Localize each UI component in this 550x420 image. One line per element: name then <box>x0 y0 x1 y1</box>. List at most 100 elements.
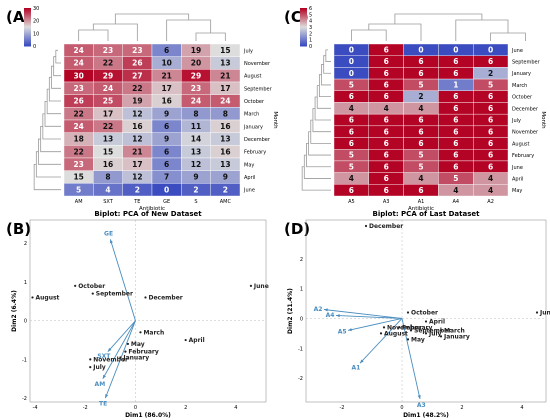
column-dendrogram-branch <box>351 29 387 41</box>
colorbar-segment <box>300 31 307 34</box>
row-dendrogram-branch <box>316 85 331 109</box>
heatmap-cell-value: 24 <box>73 46 83 55</box>
heatmap-cell-value: 6 <box>453 92 458 101</box>
heatmap-cell-value: 6 <box>418 57 423 66</box>
score-point <box>139 331 142 334</box>
x-tick-label: -2 <box>83 405 88 411</box>
heatmap-cell-value: 6 <box>488 57 493 66</box>
heatmap-cell-value: 13 <box>103 135 113 144</box>
colorbar-segment <box>300 25 307 27</box>
row-tick-label: September <box>512 60 541 66</box>
heatmap-cell-value: 6 <box>384 127 389 136</box>
loading-vector-label: A3 <box>417 402 426 409</box>
score-point-label: October <box>411 309 438 316</box>
colorbar-segment <box>24 30 31 33</box>
heatmap-cell-value: 6 <box>384 162 389 171</box>
heatmap-cell-value: 2 <box>223 185 228 194</box>
score-point-label: May <box>411 336 425 343</box>
colorbar-segment <box>24 15 31 18</box>
heatmap-cell-value: 5 <box>76 185 81 194</box>
column-dendrogram-branch <box>455 19 509 41</box>
score-point-label: September <box>414 327 451 334</box>
y-axis-label: Dim2 (21.4%) <box>287 288 294 334</box>
column-dendrogram-branch <box>114 13 190 24</box>
score-point <box>364 224 368 228</box>
heatmap-cell-value: 9 <box>193 173 198 182</box>
heatmap-cell-value: 21 <box>132 147 142 156</box>
score-point <box>249 284 253 287</box>
heatmap-cell-value: 6 <box>418 69 423 78</box>
colorbar-tick: 3 <box>309 25 312 31</box>
heatmap-cell-value: 6 <box>488 104 493 113</box>
chart-title: Biplot: PCA of New Dataset <box>94 210 202 218</box>
heatmap-cell-value: 6 <box>453 139 458 148</box>
row-tick-label: May <box>244 162 254 168</box>
heatmap-cell-value: 4 <box>488 186 493 195</box>
row-tick-label: October <box>244 99 265 105</box>
heatmap-cell-value: 6 <box>384 139 389 148</box>
colorbar-segment <box>300 17 307 19</box>
row-tick-label: March <box>512 83 527 89</box>
colorbar-segment <box>300 35 307 37</box>
heatmap-cell-value: 8 <box>223 109 228 118</box>
colorbar-segment <box>300 15 307 18</box>
colorbar-segment <box>24 11 31 14</box>
loading-vector <box>401 318 421 400</box>
colorbar-segment <box>300 22 307 24</box>
colorbar-segment <box>300 10 307 13</box>
heatmap-cell-value: 6 <box>384 174 389 183</box>
row-tick-label: November <box>512 130 539 136</box>
colorbar-segment <box>24 21 31 23</box>
colorbar-segment <box>24 26 31 28</box>
heatmap-cell-value: 6 <box>453 151 458 160</box>
colorbar-segment <box>300 26 307 28</box>
row-dendrogram-branch <box>48 76 61 102</box>
heatmap-cell-value: 6 <box>164 46 169 55</box>
colorbar-segment <box>24 42 31 44</box>
y-tick-label: 0 <box>300 316 303 322</box>
heatmap-cell-value: 12 <box>132 109 142 118</box>
colorbar-segment <box>300 23 307 25</box>
heatmap-cell-value: 15 <box>220 46 230 55</box>
heatmap-cell-value: 4 <box>349 174 354 183</box>
heatmap-cell-value: 0 <box>453 45 458 54</box>
score-point <box>424 320 428 323</box>
row-dendrogram-branch <box>318 74 331 98</box>
score-point <box>382 326 386 329</box>
y-axis-label: Month <box>272 111 278 129</box>
colorbar-segment <box>300 19 307 21</box>
biplot-b: Biplot: PCA of New Dataset -4 -2 0 2 4 2 1 0 -1 -2… <box>11 210 269 419</box>
loading-vector-label: A5 <box>338 329 347 336</box>
score-point-label: March <box>143 329 164 336</box>
colorbar-segment <box>300 9 307 12</box>
colorbar-segment <box>300 43 307 45</box>
heatmap-cell-value: 21 <box>220 71 230 80</box>
colorbar-tick: 20 <box>33 19 39 25</box>
heatmap-cell-value: 24 <box>73 59 83 68</box>
row-tick-label: December <box>512 106 539 112</box>
colorbar-segment <box>300 37 307 39</box>
column-dendrogram-branch <box>92 23 138 41</box>
heatmap-cell-value: 12 <box>132 135 142 144</box>
score-point <box>406 338 410 341</box>
colorbar-segment <box>24 20 31 22</box>
column-tick-label: A5 <box>348 199 355 205</box>
x-axis-label: Dim1 (48.2%) <box>403 412 449 419</box>
heatmap-cell-value: 9 <box>223 173 228 182</box>
column-tick-label: SXT <box>103 199 114 205</box>
row-dendrogram-branch <box>33 163 61 191</box>
heatmap-cell <box>473 184 509 197</box>
colorbar-tick: 0 <box>309 44 312 50</box>
row-dendrogram-branch <box>323 55 331 74</box>
colorbar-segment <box>300 38 307 40</box>
heatmap-cell-value: 24 <box>73 122 83 131</box>
x-tick-label: 4 <box>234 405 237 411</box>
heatmap-cell-value: 6 <box>384 81 389 90</box>
column-tick-label: A4 <box>452 199 459 205</box>
heatmap-cell-value: 6 <box>384 69 389 78</box>
colorbar-segment <box>24 8 31 10</box>
score-point <box>406 311 410 314</box>
heatmap-cell-value: 6 <box>164 147 169 156</box>
score-point <box>124 350 127 353</box>
